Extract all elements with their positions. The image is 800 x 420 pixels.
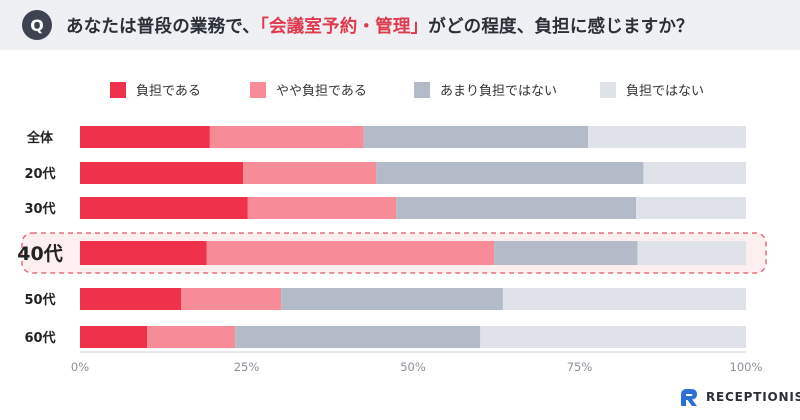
legend-swatch-3	[600, 81, 616, 98]
category-label-0: 全体	[26, 130, 54, 146]
legend-label-3: 負担ではない	[626, 84, 705, 99]
x-tick-label-0: 0%	[71, 360, 89, 374]
category-label-5: 60代	[24, 330, 55, 346]
bar-5-0	[80, 326, 148, 348]
legend-swatch-1	[250, 81, 266, 98]
bar-3-3	[637, 241, 746, 265]
legend-item-0: 負担である	[110, 80, 201, 99]
bar-4-0	[80, 288, 182, 310]
bar-1-0	[80, 162, 244, 184]
bar-4-3	[502, 288, 746, 310]
bar-1-2	[376, 162, 644, 184]
bar-4-1	[181, 288, 282, 310]
bar-1-3	[643, 162, 746, 184]
x-tick-label-4: 100%	[730, 360, 763, 374]
bar-5-3	[480, 326, 746, 348]
legend-item-3: 負担ではない	[600, 80, 704, 99]
question-title: あなたは普段の業務で、「会議室予約・管理」がどの程度、負担に感じますか？	[66, 13, 694, 38]
legend-label-1: やや負担である	[276, 84, 367, 99]
receptionist-logo-icon	[681, 389, 697, 406]
bar-2-0	[80, 197, 248, 219]
legend-label-0: 負担である	[136, 84, 201, 99]
legend-swatch-0	[110, 81, 126, 98]
legend-label-2: あまり負担ではない	[440, 84, 558, 99]
bar-3-0	[80, 241, 207, 265]
bar-3-1	[206, 241, 495, 265]
category-label-2: 30代	[24, 201, 55, 217]
bar-0-1	[209, 126, 364, 148]
legend-item-2: あまり負担ではない	[414, 80, 557, 99]
bar-5-1	[147, 326, 236, 348]
question-header: Q あなたは普段の業務で、「会議室予約・管理」がどの程度、負担に感じますか？	[0, 0, 800, 50]
bar-4-2	[281, 288, 503, 310]
question-badge: Q	[22, 10, 52, 40]
category-label-1: 20代	[24, 166, 55, 182]
category-label-3: 40代	[17, 243, 62, 265]
x-tick-label-1: 25%	[234, 360, 260, 374]
bar-0-0	[80, 126, 210, 148]
brand-logo-text: RECEPTIONIST	[706, 390, 800, 404]
bar-2-2	[396, 197, 637, 219]
x-tick-label-3: 75%	[567, 360, 593, 374]
legend-item-1: やや負担である	[250, 80, 367, 99]
bar-3-2	[494, 241, 638, 265]
bar-0-3	[588, 126, 746, 148]
x-tick-label-2: 50%	[400, 360, 426, 374]
brand-logo: RECEPTIONIST	[678, 386, 800, 408]
legend-swatch-2	[414, 81, 430, 98]
question-text-after: がどの程度、負担に感じますか？	[428, 17, 694, 37]
bar-5-2	[235, 326, 481, 348]
question-text-highlight: 「会議室予約・管理」	[260, 17, 429, 37]
bar-1-1	[243, 162, 377, 184]
chart-legend: 負担である やや負担である あまり負担ではない 負担ではない	[0, 80, 800, 100]
question-text-before: あなたは普段の業務で、	[66, 17, 260, 37]
bar-2-3	[636, 197, 746, 219]
category-label-4: 50代	[24, 292, 55, 308]
bar-0-2	[363, 126, 589, 148]
bar-2-1	[247, 197, 397, 219]
